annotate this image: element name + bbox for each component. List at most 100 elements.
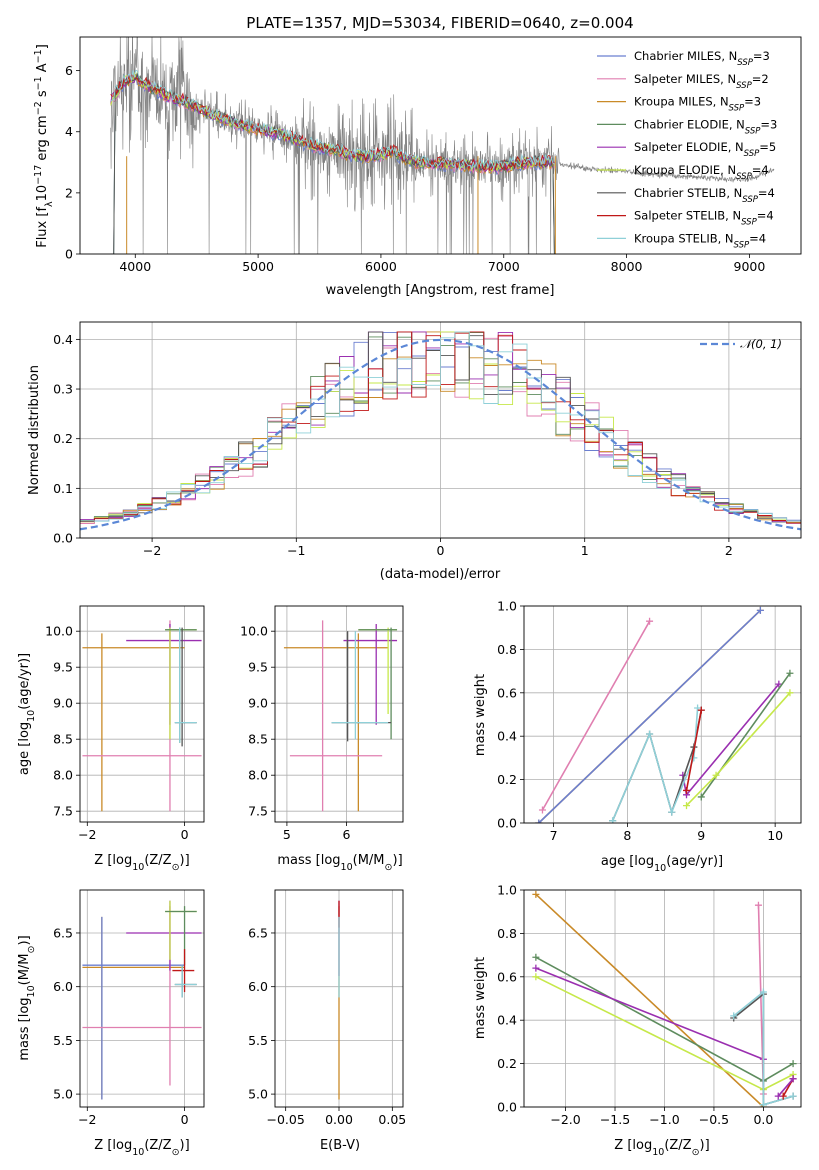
x-tick-label: 0: [181, 827, 189, 842]
y-tick-label: 4: [65, 124, 73, 139]
y-axis-label: age [log10(age/yr)]: [17, 653, 37, 775]
legend-entry: Salpeter MILES, NSSP=2: [634, 72, 769, 91]
x-axis-label: (data-model)/error: [380, 567, 501, 582]
series-line: [685, 710, 703, 791]
series-point: [538, 806, 546, 814]
plot-area: [110, 37, 775, 254]
series-point: [730, 1012, 738, 1020]
series-line: [777, 1078, 794, 1097]
series-line: [700, 672, 791, 798]
y-tick-label: 8.5: [53, 732, 73, 747]
x-axis-label: age [log10(age/yr)]: [601, 854, 723, 874]
series-point: [683, 786, 691, 794]
series-point: [668, 808, 676, 816]
series-line: [733, 990, 794, 1106]
y-tick-label: 5.0: [248, 1087, 268, 1102]
x-tick-label: 1: [581, 543, 589, 558]
series-line: [757, 905, 765, 1095]
series-point: [697, 793, 705, 801]
y-tick-label: 0.2: [53, 431, 73, 446]
x-tick-label: −0.05: [267, 1112, 305, 1127]
series-point: [532, 890, 540, 898]
series-point: [683, 802, 691, 810]
y-tick-label: 9.5: [248, 660, 268, 675]
series-point: [759, 988, 767, 996]
y-tick-label: 6.0: [53, 979, 73, 994]
y-tick-label: 6.5: [53, 925, 73, 940]
y-tick-label: 8.5: [248, 732, 268, 747]
x-tick-label: 7000: [488, 259, 520, 274]
mass-vs-extinction-panel: −0.05 0.00 0.05 5.0 5.5 6.0 6.5 E(B-V): [248, 889, 406, 1153]
legend-entry: Chabrier MILES, NSSP=3: [634, 49, 770, 68]
y-tick-label: 0.8: [497, 642, 517, 657]
y-tick-label: 10.0: [240, 624, 268, 639]
axes-frame: [523, 889, 802, 1108]
axes-frame: [79, 36, 802, 255]
x-axis-label: Z [log10(Z/Z⊙)]: [614, 1138, 709, 1158]
legend-entry: 𝒩(0, 1): [740, 337, 782, 351]
legend: Chabrier MILES, NSSP=3 Salpeter MILES, NS…: [597, 49, 777, 250]
x-tick-label: 6000: [365, 259, 397, 274]
y-tick-label: 0: [65, 247, 73, 262]
y-tick-label: 0.6: [497, 685, 517, 700]
massweight-vs-age-panel: 7 8 9 10 0.0 0.2 0.4 0.6 0.8 1.0 age [log10(age/yr…: [473, 599, 802, 874]
series-point: [532, 973, 540, 981]
x-tick-label: 0: [181, 1112, 189, 1127]
y-axis-label: mass weight: [473, 957, 488, 1039]
series-point: [789, 1060, 797, 1068]
y-axis-label: mass [log10(M/M⊙)]: [17, 935, 37, 1060]
x-axis-label: wavelength [Angstrom, rest frame]: [326, 283, 555, 298]
legend-entry: Chabrier ELODIE, NSSP=3: [634, 117, 777, 136]
axes-frame: [274, 605, 404, 823]
series-point: [609, 817, 617, 823]
y-tick-label: 0.0: [497, 816, 517, 831]
x-tick-label: 0: [437, 543, 445, 558]
model-line-salpeter-stelib: [110, 74, 555, 171]
y-tick-label: 6: [65, 63, 73, 78]
x-tick-label: 8: [623, 828, 631, 843]
y-tick-label: 5.0: [53, 1087, 73, 1102]
y-tick-label: 2: [65, 185, 73, 200]
plot-area: [532, 890, 797, 1107]
model-line-chabrier-stelib: [110, 73, 555, 254]
series-point: [532, 953, 540, 961]
y-tick-label: 0.8: [497, 926, 517, 941]
spectrum-panel: 4000 5000 6000 7000 8000 9000 0 2 4 6 Chabrier MIL…: [33, 36, 802, 298]
x-tick-label: 0.05: [378, 1112, 406, 1127]
series-line: [538, 609, 761, 823]
legend-entry: Chabrier STELIB, NSSP=4: [634, 186, 775, 205]
y-tick-label: 8.0: [248, 768, 268, 783]
x-tick-label: −1.5: [600, 1112, 630, 1127]
x-tick-label: −2: [143, 543, 161, 558]
y-axis-label: Flux [fλ10−17 erg cm−2 s−1 A−1]: [33, 44, 55, 248]
x-tick-label: 5000: [242, 259, 274, 274]
series-point: [754, 901, 762, 909]
y-tick-label: 5.5: [53, 1033, 73, 1048]
series-line: [541, 620, 651, 811]
y-tick-label: 1.0: [497, 883, 517, 898]
y-tick-label: 8.0: [53, 768, 73, 783]
y-tick-label: 0.2: [497, 1056, 517, 1071]
series-point: [789, 1092, 797, 1100]
legend-entry: Salpeter STELIB, NSSP=4: [634, 209, 774, 228]
y-tick-label: 7.5: [53, 804, 73, 819]
model-line-kroupa-stelib: [110, 69, 555, 171]
normal-curve: [80, 338, 801, 531]
y-tick-label: 7.5: [248, 804, 268, 819]
series-point: [646, 730, 654, 738]
series-line: [611, 707, 699, 822]
series-point: [694, 704, 702, 712]
series-point: [532, 964, 540, 972]
y-tick-label: 0.1: [53, 481, 73, 496]
series-point: [756, 606, 764, 614]
y-tick-label: 0.4: [497, 729, 517, 744]
plot-area: [82, 620, 202, 812]
y-tick-label: 0.2: [497, 772, 517, 787]
series-point: [690, 754, 698, 762]
figure-title: PLATE=1357, MJD=53034, FIBERID=0640, z=0…: [246, 14, 633, 32]
x-tick-label: −0.5: [699, 1112, 729, 1127]
series-line: [535, 893, 764, 1107]
x-axis-label: Z [log10(Z/Z⊙)]: [94, 1138, 189, 1158]
series-point: [789, 1075, 797, 1083]
x-tick-label: 10: [767, 828, 783, 843]
